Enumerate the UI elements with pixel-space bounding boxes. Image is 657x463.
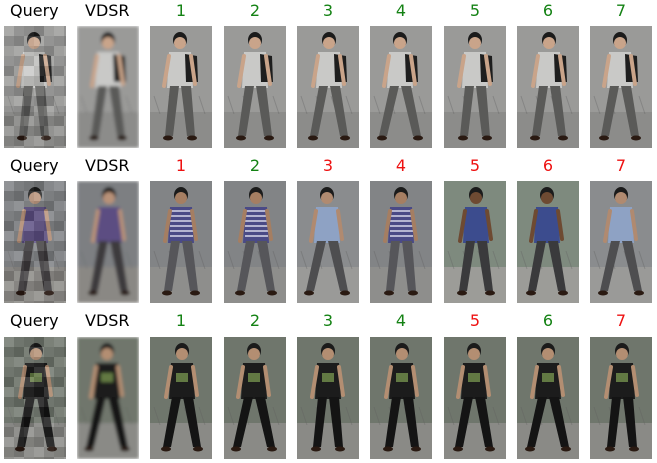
upscaled-person-purple-shirt <box>77 181 139 303</box>
query-label: Query <box>10 1 59 20</box>
pixelated-person-gray-shirt <box>4 26 66 148</box>
person-black-shirt <box>297 337 359 459</box>
person-striped-shirt <box>224 181 286 303</box>
rank-label-5: 5 <box>469 156 481 175</box>
rank-label-6: 6 <box>542 1 554 20</box>
query-label: Query <box>10 311 59 330</box>
person-gray-shirt-backpack <box>297 26 359 148</box>
retrieved-image-6 <box>517 26 579 148</box>
person-gray-shirt-backpack <box>370 26 432 148</box>
pixelated-person-black-shirt <box>4 337 66 459</box>
person-gray-shirt-backpack <box>517 26 579 148</box>
retrieved-image-1 <box>150 26 212 148</box>
rank-label-1: 1 <box>175 1 187 20</box>
retrieved-image-3 <box>297 181 359 303</box>
rank-label-5: 5 <box>469 1 481 20</box>
rank-label-1: 1 <box>175 156 187 175</box>
rank-label-2: 2 <box>249 1 261 20</box>
vdsr-image <box>77 26 139 148</box>
retrieved-image-5 <box>444 181 506 303</box>
person-striped-shirt <box>370 181 432 303</box>
retrieved-image-4 <box>370 181 432 303</box>
rank-label-6: 6 <box>542 156 554 175</box>
rank-label-7: 7 <box>615 156 627 175</box>
vdsr-label: VDSR <box>85 1 130 20</box>
retrieved-image-2 <box>224 26 286 148</box>
person-black-shirt <box>517 337 579 459</box>
person-gray-shirt-backpack <box>590 26 652 148</box>
rank-label-3: 3 <box>322 156 334 175</box>
upscaled-person-black-shirt <box>77 337 139 459</box>
rank-label-3: 3 <box>322 1 334 20</box>
vdsr-image <box>77 337 139 459</box>
vdsr-label: VDSR <box>85 156 130 175</box>
retrieved-image-6 <box>517 181 579 303</box>
retrieved-image-2 <box>224 181 286 303</box>
rank-label-7: 7 <box>615 1 627 20</box>
retrieved-image-3 <box>297 26 359 148</box>
retrieved-image-2 <box>224 337 286 459</box>
rank-label-5: 5 <box>469 311 481 330</box>
person-gray-shirt-backpack <box>224 26 286 148</box>
person-gray-shirt-backpack <box>444 26 506 148</box>
upscaled-person-gray-shirt <box>77 26 139 148</box>
retrieved-image-7 <box>590 26 652 148</box>
person-black-shirt <box>224 337 286 459</box>
retrieved-image-4 <box>370 26 432 148</box>
rank-label-4: 4 <box>395 311 407 330</box>
query-image <box>4 181 66 303</box>
retrieved-image-6 <box>517 337 579 459</box>
rank-label-4: 4 <box>395 1 407 20</box>
pixelated-person-purple-shirt <box>4 181 66 303</box>
person-black-shirt <box>150 337 212 459</box>
query-image <box>4 26 66 148</box>
retrieved-image-7 <box>590 337 652 459</box>
retrieved-image-1 <box>150 337 212 459</box>
rank-label-7: 7 <box>615 311 627 330</box>
retrieved-image-4 <box>370 337 432 459</box>
retrieved-image-1 <box>150 181 212 303</box>
person-light-blue-shirt <box>297 181 359 303</box>
query-image <box>4 337 66 459</box>
vdsr-image <box>77 181 139 303</box>
person-gray-shirt-backpack <box>150 26 212 148</box>
retrieved-image-5 <box>444 26 506 148</box>
person-striped-shirt <box>150 181 212 303</box>
query-label: Query <box>10 156 59 175</box>
rank-label-4: 4 <box>395 156 407 175</box>
person-blue-shirt <box>444 181 506 303</box>
person-black-shirt <box>370 337 432 459</box>
rank-label-3: 3 <box>322 311 334 330</box>
person-black-shirt <box>444 337 506 459</box>
retrieved-image-7 <box>590 181 652 303</box>
person-light-blue-shirt <box>590 181 652 303</box>
rank-label-6: 6 <box>542 311 554 330</box>
rank-label-2: 2 <box>249 156 261 175</box>
person-blue-shirt <box>517 181 579 303</box>
vdsr-label: VDSR <box>85 311 130 330</box>
retrieved-image-3 <box>297 337 359 459</box>
person-black-shirt <box>590 337 652 459</box>
retrieved-image-5 <box>444 337 506 459</box>
rank-label-1: 1 <box>175 311 187 330</box>
rank-label-2: 2 <box>249 311 261 330</box>
